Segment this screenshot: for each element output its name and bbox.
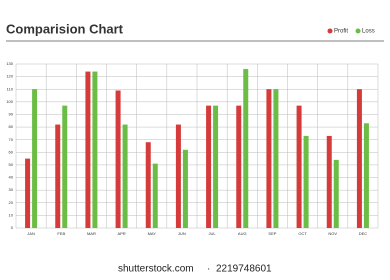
x-tick-label: JUN [178,231,186,236]
x-tick-label: APR [117,231,125,236]
x-tick-label: JUL [209,231,217,236]
y-tick-label: 120 [6,74,13,79]
x-tick-label: MAR [87,231,96,236]
bar [296,105,302,228]
bar [236,105,242,228]
bar [266,89,272,228]
x-tick-label: NOV [328,231,337,236]
bar [213,105,219,228]
x-tick-label: JAN [27,231,35,236]
bar [326,135,332,228]
bar [273,89,279,228]
x-tick-label: AUG [238,231,247,236]
bar [115,90,121,228]
y-tick-label: 100 [6,99,13,104]
y-tick-label: 40 [9,175,14,180]
bar [175,124,181,228]
bar [85,71,91,228]
bar [356,89,362,228]
bar [303,135,309,228]
legend-label: Profit [334,29,348,35]
legend-swatch [327,28,333,34]
bar [25,158,31,228]
y-tick-label: 10 [9,212,14,217]
x-tick-label: MAY [148,231,157,236]
bar [182,149,188,228]
y-tick-label: 30 [9,187,14,192]
y-tick-label: 110 [7,86,14,91]
y-tick-label: 20 [9,200,14,205]
bar [152,163,158,228]
y-tick-label: 130 [6,61,13,66]
watermark-id: 2219748601 [216,264,272,275]
bar [62,105,68,228]
bar [243,69,249,229]
x-tick-label: FEB [57,231,65,236]
x-tick-label: OCT [298,231,307,236]
watermark-site: shutterstock.com [118,264,194,275]
bar [333,159,339,228]
y-tick-label: 50 [9,162,14,167]
bar [206,105,212,228]
y-tick-label: 90 [9,112,14,117]
watermark-separator: · [207,264,210,275]
bar [32,89,38,228]
bar [122,124,128,228]
chart-title: Comparision Chart [6,21,124,36]
y-tick-label: 60 [9,149,14,154]
y-tick-label: 80 [9,124,14,129]
y-tick-label: 70 [9,137,14,142]
legend-label: Loss [362,29,375,35]
y-tick-label: 0 [11,225,14,230]
legend-swatch [355,28,361,34]
bar [363,123,369,228]
watermark-strip [0,255,390,280]
plot-area: 0 10 20 30 40 50 60 70 80 90 100 110 120 130 JAN FEB MAR… [6,28,379,236]
bar [55,124,61,228]
x-tick-label: DEC [359,231,368,236]
bar [92,71,98,228]
x-tick-label: SEP [268,231,276,236]
bar [145,142,151,228]
